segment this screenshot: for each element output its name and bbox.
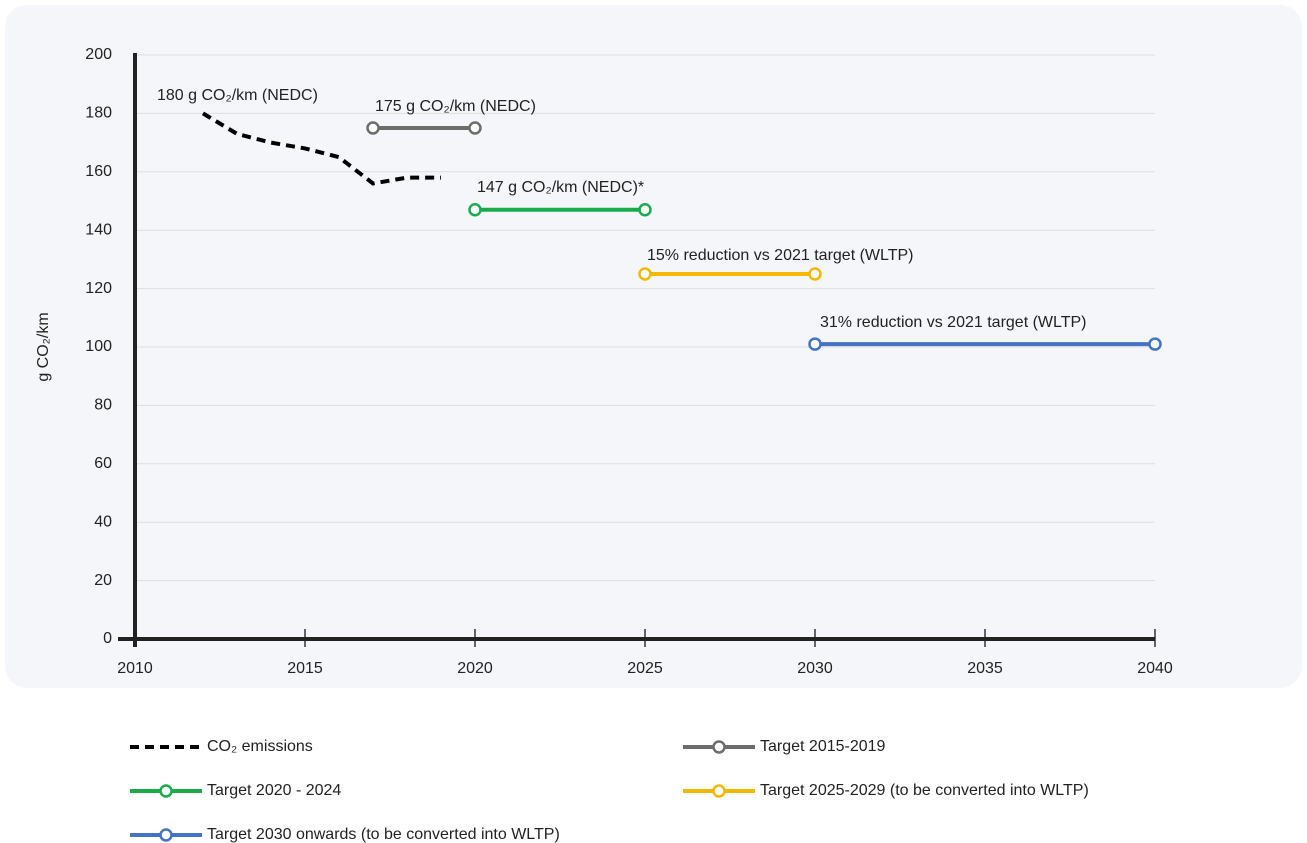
point <box>808 267 822 281</box>
point <box>808 337 822 351</box>
legend-label: CO₂ emissions <box>207 738 313 755</box>
x-tick-label: 2010 <box>117 660 153 677</box>
legend-marker <box>159 784 173 798</box>
y-tick-label: 40 <box>94 513 112 530</box>
point <box>468 203 482 217</box>
legend-marker <box>712 784 726 798</box>
point <box>1148 337 1162 351</box>
x-tick-label: 2015 <box>287 660 323 677</box>
legend-label: Target 2030 onwards (to be converted int… <box>207 826 560 843</box>
y-tick-label: 0 <box>103 630 112 647</box>
legend-label: Target 2015-2019 <box>760 738 886 755</box>
y-tick-label: 100 <box>85 338 112 355</box>
y-tick-label: 160 <box>85 163 112 180</box>
x-tick-label: 2020 <box>457 660 493 677</box>
point <box>468 121 482 135</box>
point <box>638 267 652 281</box>
series-line <box>201 111 441 186</box>
y-tick-label: 180 <box>85 105 112 122</box>
annotation: 147 g CO₂/km (NEDC)* <box>477 179 644 196</box>
y-tick-label: 60 <box>94 455 112 472</box>
legend-marker <box>159 828 173 842</box>
annotation: 31% reduction vs 2021 target (WLTP) <box>820 314 1087 331</box>
x-tick-label: 2025 <box>627 660 663 677</box>
x-tick-label: 2030 <box>797 660 833 677</box>
y-axis-label: g CO₂/km <box>35 312 52 381</box>
annotation: 175 g CO₂/km (NEDC) <box>375 98 536 115</box>
legend-marker <box>712 740 726 754</box>
y-tick-label: 200 <box>85 46 112 63</box>
y-tick-label: 20 <box>94 572 112 589</box>
annotation: 15% reduction vs 2021 target (WLTP) <box>647 247 914 264</box>
x-tick-label: 2035 <box>967 660 1003 677</box>
annotation: 180 g CO₂/km (NEDC) <box>157 87 318 104</box>
legend-label: Target 2025-2029 (to be converted into W… <box>760 782 1089 799</box>
y-tick-label: 120 <box>85 280 112 297</box>
point <box>638 203 652 217</box>
legend-label: Target 2020 - 2024 <box>207 782 341 799</box>
x-tick-label: 2040 <box>1137 660 1173 677</box>
y-tick-label: 140 <box>85 221 112 238</box>
point <box>366 121 380 135</box>
y-tick-label: 80 <box>94 397 112 414</box>
